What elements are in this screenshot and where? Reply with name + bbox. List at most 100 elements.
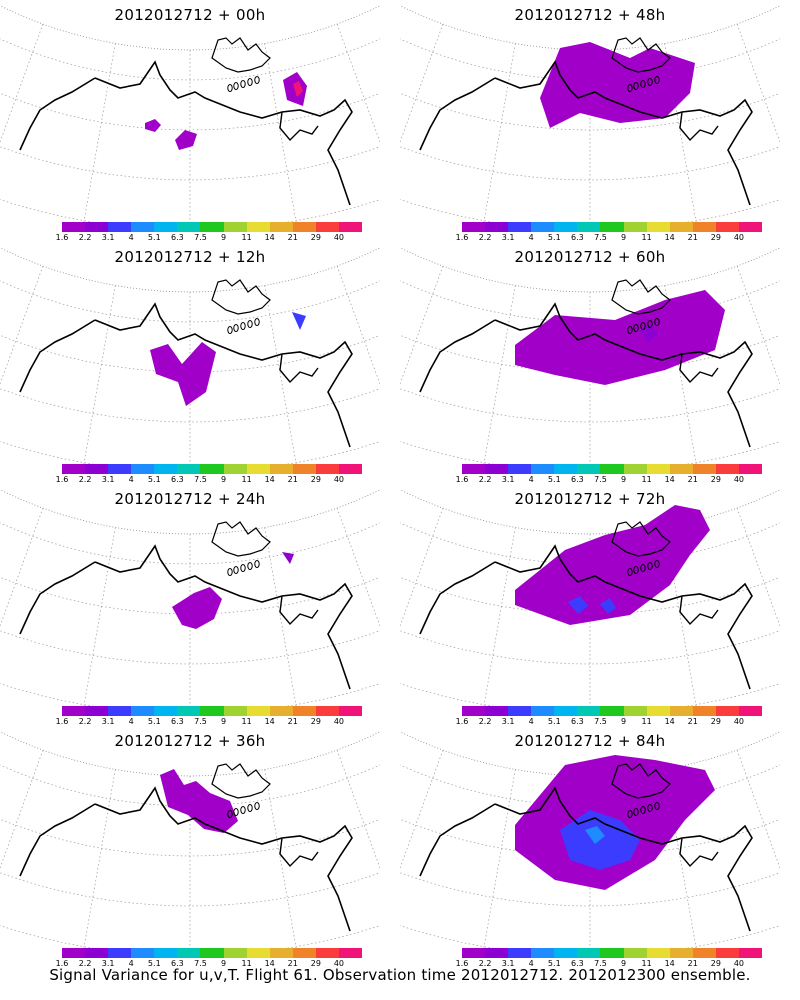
colorbar-swatch xyxy=(623,464,647,474)
colorbar-swatch xyxy=(108,948,132,958)
colorbar-swatch xyxy=(338,706,363,716)
island-outline xyxy=(227,84,233,92)
colorbar-label: 40 xyxy=(733,233,745,242)
arctic-islands xyxy=(611,279,671,315)
island-outline xyxy=(247,804,253,812)
colorbar-label: 29 xyxy=(310,233,321,242)
colorbar-swatch xyxy=(577,222,601,232)
variance-region xyxy=(150,342,216,406)
colorbar-swatch xyxy=(600,948,624,958)
colorbar-label: 5.1 xyxy=(147,233,161,242)
colorbar-label: 6.3 xyxy=(571,959,584,968)
colorbar-swatch xyxy=(200,222,224,232)
variance-region xyxy=(600,598,616,614)
colorbar-label: 40 xyxy=(333,233,345,242)
island-outline xyxy=(227,810,233,818)
panel-title: 2012012712 + 12h xyxy=(114,248,266,266)
colorbar-swatch xyxy=(85,222,109,232)
map-border xyxy=(400,489,780,535)
colorbar-label: 40 xyxy=(733,959,745,968)
colorbar-label: 2.2 xyxy=(478,233,492,242)
colorbar-label: 3.1 xyxy=(101,475,115,484)
colorbar-label: 29 xyxy=(710,959,721,968)
colorbar-label: 5.1 xyxy=(547,717,561,726)
colorbar: 1.6 2.2 3.1 4 5.1 6.3 7.5 9 11 14 21 29 40 xyxy=(56,464,363,488)
colorbar-label: 29 xyxy=(710,233,721,242)
island-outline xyxy=(647,804,653,812)
colorbar-swatch xyxy=(462,948,486,958)
colorbar-label: 9 xyxy=(620,717,627,726)
island-outline xyxy=(233,82,239,90)
island-outline xyxy=(227,326,233,334)
latitude-line xyxy=(400,388,780,423)
arctic-islands xyxy=(611,37,671,73)
colorbar-label: 40 xyxy=(333,717,345,726)
colorbar-swatch xyxy=(577,706,601,716)
colorbar-swatch xyxy=(292,464,316,474)
colorbar-swatch xyxy=(177,222,201,232)
colorbar-label: 11 xyxy=(241,233,252,242)
colorbar-swatch xyxy=(85,948,109,958)
coastline xyxy=(494,544,753,690)
panel-title: 2012012712 + 84h xyxy=(514,732,666,750)
colorbar: 1.6 2.2 3.1 4 5.1 6.3 7.5 9 11 14 21 29 40 xyxy=(456,464,763,488)
latitude-line xyxy=(0,38,380,81)
coastline xyxy=(419,319,496,393)
colorbar-swatch xyxy=(462,706,486,716)
colorbar-swatch xyxy=(738,222,763,232)
coastline xyxy=(279,353,319,384)
colorbar-label: 1.6 xyxy=(455,959,469,968)
colorbar-swatch xyxy=(108,464,132,474)
polar-map xyxy=(0,731,380,948)
colorbar-swatch xyxy=(269,222,293,232)
colorbar-swatch xyxy=(223,706,247,716)
colorbar-label: 6.3 xyxy=(571,717,584,726)
panel-title: 2012012712 + 00h xyxy=(114,6,266,24)
island-outline xyxy=(633,324,639,332)
variance-region xyxy=(515,290,725,385)
colorbar-swatch xyxy=(269,464,293,474)
colorbar-label: 5.1 xyxy=(147,717,161,726)
island-outline xyxy=(654,318,660,326)
colorbar-label: 6.3 xyxy=(171,959,184,968)
colorbar-label: 4 xyxy=(528,475,534,484)
colorbar-swatch xyxy=(223,464,247,474)
colorbar-swatch xyxy=(646,464,670,474)
latitude-line xyxy=(400,630,780,665)
colorbar-label: 7.5 xyxy=(194,233,207,242)
colorbar-label: 14 xyxy=(264,959,275,968)
colorbar-swatch xyxy=(338,948,363,958)
colorbar-label: 29 xyxy=(310,717,321,726)
colorbar-label: 3.1 xyxy=(501,959,515,968)
colorbar-swatch xyxy=(246,464,270,474)
colorbar-swatch xyxy=(177,464,201,474)
colorbar-label: 1.6 xyxy=(55,959,69,968)
colorbar-label: 29 xyxy=(710,717,721,726)
island-outline xyxy=(654,802,660,810)
forecast-panel: 2012012712 + 24h 1.6 2.2 3.1 4 5.1 6.3 7.5 9 11 14… xyxy=(0,484,380,726)
colorbar-swatch xyxy=(154,222,178,232)
colorbar-swatch xyxy=(692,706,716,716)
colorbar-label: 11 xyxy=(241,959,252,968)
colorbar-label: 6.3 xyxy=(171,475,184,484)
colorbar-swatch xyxy=(554,464,578,474)
latitude-line xyxy=(400,146,780,181)
latitude-line xyxy=(0,630,380,665)
colorbar-label: 4 xyxy=(528,959,534,968)
colorbar-label: 1.6 xyxy=(455,717,469,726)
colorbar-label: 6.3 xyxy=(171,717,184,726)
colorbar-label: 1.6 xyxy=(455,475,469,484)
colorbar-label: 11 xyxy=(641,717,652,726)
colorbar-label: 4 xyxy=(128,717,134,726)
colorbar-label: 40 xyxy=(333,475,345,484)
colorbar-swatch xyxy=(462,464,486,474)
island-outline xyxy=(640,564,646,572)
colorbar-swatch xyxy=(600,464,624,474)
colorbar-label: 2.2 xyxy=(478,717,492,726)
colorbar-swatch xyxy=(292,706,316,716)
colorbar-swatch xyxy=(669,222,693,232)
colorbar-label: 3.1 xyxy=(501,475,515,484)
colorbar-label: 3.1 xyxy=(101,717,115,726)
colorbar-label: 14 xyxy=(664,233,675,242)
island-outline xyxy=(254,76,260,84)
